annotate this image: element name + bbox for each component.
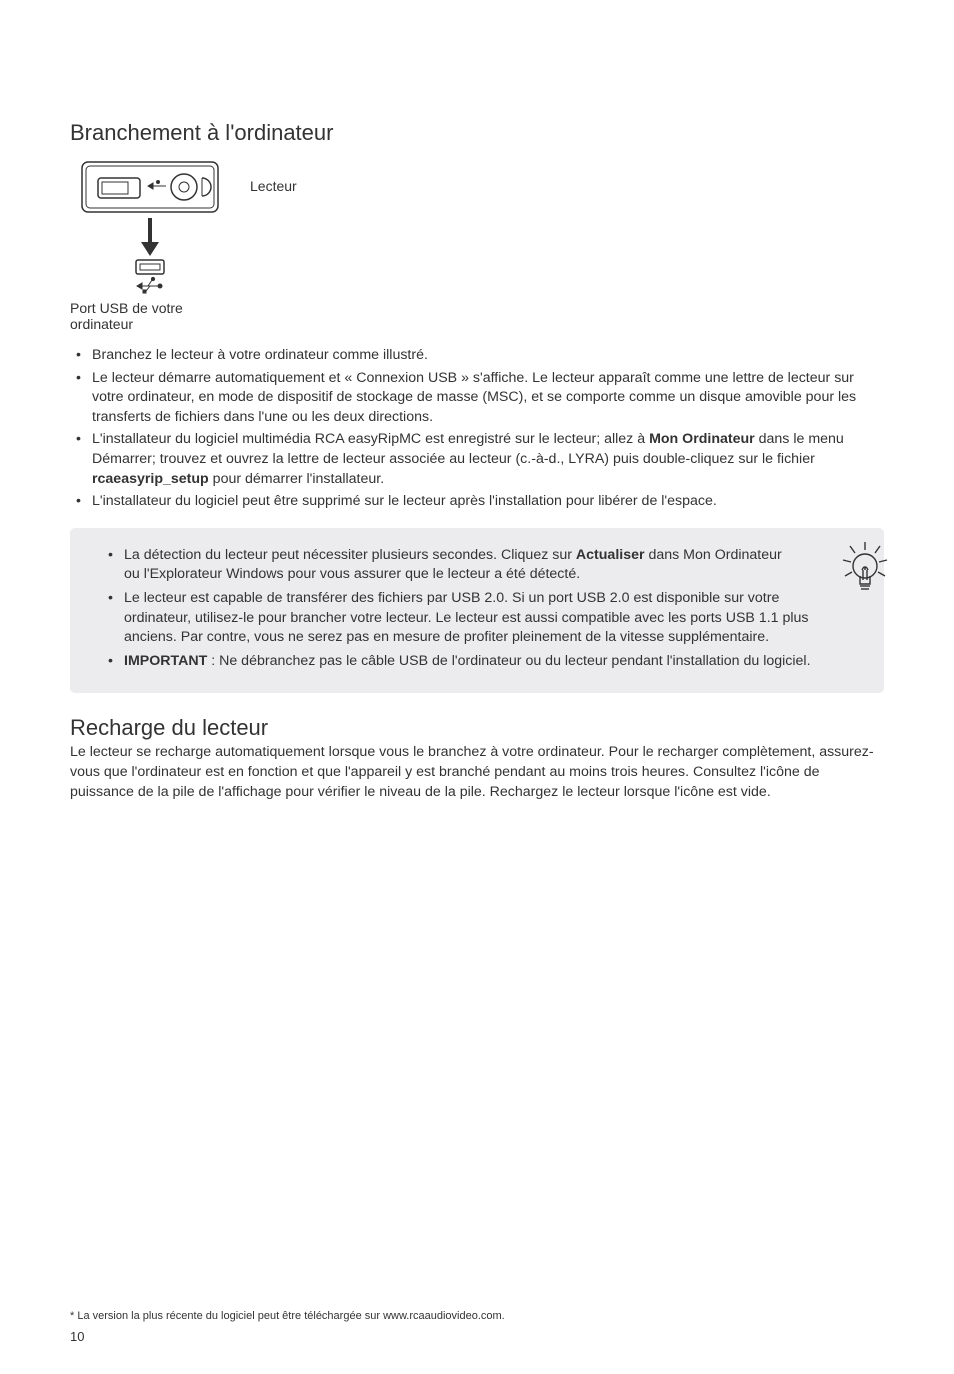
bullet-item: Branchez le lecteur à votre ordinateur c… xyxy=(92,346,884,366)
bullet-item: La détection du lecteur peut nécessiter … xyxy=(124,546,864,585)
illustration-row: Port USB de votre ordinateur Lecteur xyxy=(70,160,884,332)
page-number: 10 xyxy=(70,1329,84,1344)
connection-bullets: Branchez le lecteur à votre ordinateur c… xyxy=(70,346,884,512)
recharge-section: Recharge du lecteur Le lecteur se rechar… xyxy=(70,715,884,802)
footnote: * La version la plus récente du logiciel… xyxy=(70,1310,505,1322)
usb-port-caption: Port USB de votre ordinateur xyxy=(70,300,230,332)
player-label: Lecteur xyxy=(250,160,297,194)
tip-box: La détection du lecteur peut nécessiter … xyxy=(70,528,884,694)
arrow-down-icon xyxy=(135,214,165,258)
section-title-recharge: Recharge du lecteur xyxy=(70,715,884,741)
section-title-connection: Branchement à l'ordinateur xyxy=(70,120,884,146)
bullet-item: L'installateur du logiciel multimédia RC… xyxy=(92,430,884,489)
illustration-column: Port USB de votre ordinateur xyxy=(70,160,230,332)
bullet-item: IMPORTANT : Ne débranchez pas le câble U… xyxy=(124,652,864,672)
bullet-item: Le lecteur démarre automatiquement et « … xyxy=(92,369,884,428)
player-device-icon xyxy=(80,160,220,214)
bullet-item: Le lecteur est capable de transférer des… xyxy=(124,589,864,648)
recharge-body: Le lecteur se recharge automatiquement l… xyxy=(70,743,884,802)
usb-port-icon xyxy=(130,258,170,296)
bullet-item: L'installateur du logiciel peut être sup… xyxy=(92,492,884,512)
tip-bullets: La détection du lecteur peut nécessiter … xyxy=(90,546,864,672)
